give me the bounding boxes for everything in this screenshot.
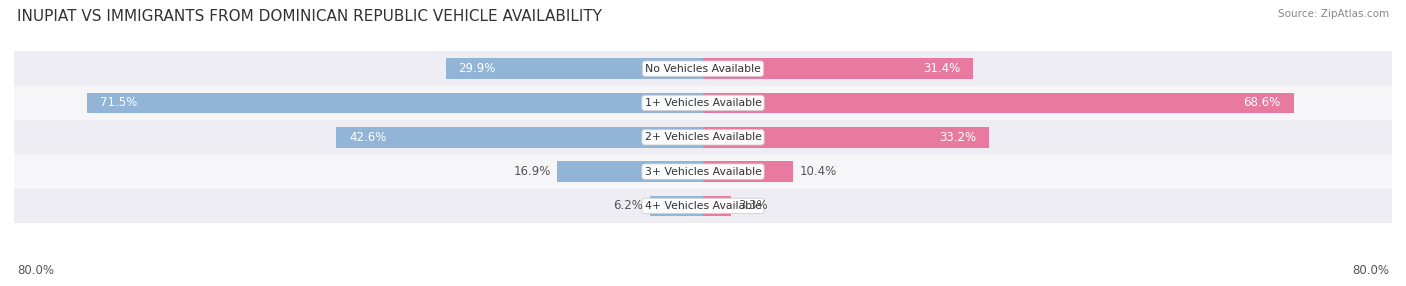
Text: 2+ Vehicles Available: 2+ Vehicles Available	[644, 132, 762, 142]
Bar	[14, 154, 1392, 189]
Text: 6.2%: 6.2%	[613, 199, 643, 212]
Bar	[703, 127, 988, 148]
Text: 42.6%: 42.6%	[349, 131, 387, 144]
Bar	[703, 93, 1294, 113]
Text: 80.0%: 80.0%	[17, 265, 53, 277]
Bar	[446, 58, 703, 79]
Bar	[336, 127, 703, 148]
Text: 1+ Vehicles Available: 1+ Vehicles Available	[644, 98, 762, 108]
Text: 16.9%: 16.9%	[513, 165, 551, 178]
Text: 80.0%: 80.0%	[1353, 265, 1389, 277]
Text: 29.9%: 29.9%	[458, 62, 496, 75]
Bar	[703, 161, 793, 182]
Bar	[650, 196, 703, 216]
Text: INUPIAT VS IMMIGRANTS FROM DOMINICAN REPUBLIC VEHICLE AVAILABILITY: INUPIAT VS IMMIGRANTS FROM DOMINICAN REP…	[17, 9, 602, 23]
Bar	[14, 189, 1392, 223]
Text: 71.5%: 71.5%	[100, 96, 138, 110]
Bar	[703, 58, 973, 79]
Bar	[87, 93, 703, 113]
Text: Source: ZipAtlas.com: Source: ZipAtlas.com	[1278, 9, 1389, 19]
Bar	[14, 120, 1392, 154]
Bar	[14, 51, 1392, 86]
Text: 10.4%: 10.4%	[800, 165, 837, 178]
Text: 33.2%: 33.2%	[939, 131, 976, 144]
Bar	[14, 86, 1392, 120]
Text: 3.3%: 3.3%	[738, 199, 768, 212]
Text: 4+ Vehicles Available: 4+ Vehicles Available	[644, 201, 762, 211]
Text: No Vehicles Available: No Vehicles Available	[645, 64, 761, 74]
Bar	[557, 161, 703, 182]
Bar	[703, 196, 731, 216]
Text: 3+ Vehicles Available: 3+ Vehicles Available	[644, 167, 762, 176]
Text: 68.6%: 68.6%	[1243, 96, 1281, 110]
Text: 31.4%: 31.4%	[924, 62, 960, 75]
